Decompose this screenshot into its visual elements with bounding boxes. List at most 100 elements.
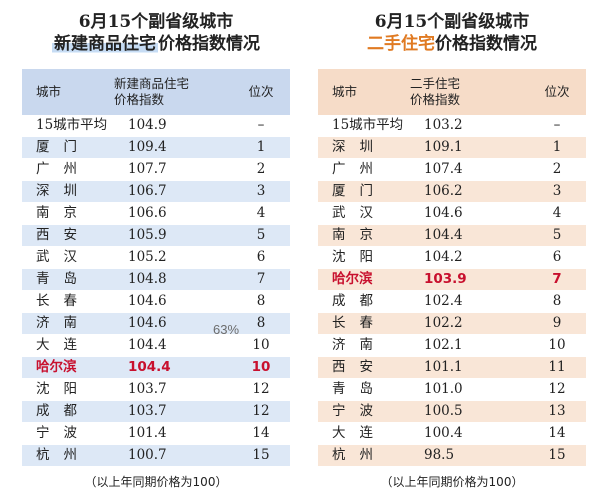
table-row: 15城市平均 103.2 – — [318, 115, 586, 137]
city-cell: 沈阳 — [332, 249, 387, 265]
rank-cell: 12 — [548, 381, 566, 397]
header-index-line2: 价格指数 — [410, 92, 461, 107]
rank-cell: 7 — [256, 271, 266, 287]
rank-cell: 6 — [552, 249, 562, 265]
rank-cell: 1 — [256, 139, 266, 155]
table-header-row: 城市 新建商品住宅 价格指数 位次 — [22, 69, 290, 115]
index-value-cell: 103.7 — [128, 381, 167, 397]
rank-cell: 2 — [552, 161, 562, 177]
index-value-cell: 101.0 — [424, 381, 463, 397]
table-row: 长春 104.6 8 — [22, 291, 290, 313]
index-value-cell: 104.4 — [424, 227, 463, 243]
rank-cell: 13 — [548, 403, 566, 419]
rank-cell: 5 — [552, 227, 562, 243]
index-value-cell: 100.7 — [128, 447, 167, 463]
new-housing-table: 城市 新建商品住宅 价格指数 位次 15城市平均 104.9 – 厦门 109.4 1 广州… — [22, 69, 290, 467]
left-title-line2: 新建商品住宅 价格指数情况 — [22, 34, 290, 56]
secondhand-housing-panel: 6月15个副省级城市 二手住宅价格指数情况 城市 二手住宅 价格指数 位次 15… — [318, 0, 586, 490]
rank-cell: 3 — [256, 183, 266, 199]
table-row: 杭州 100.7 15 — [22, 444, 290, 467]
header-city: 城市 — [332, 84, 358, 99]
table-row: 西安 105.9 5 — [22, 224, 290, 247]
city-cell: 沈阳 — [36, 381, 91, 397]
index-value-cell: 107.7 — [128, 161, 167, 177]
city-cell: 厦门 — [36, 139, 91, 155]
header-city: 城市 — [36, 84, 62, 99]
city-cell: 15城市平均 — [36, 117, 108, 133]
index-value-cell: 104.6 — [128, 315, 167, 331]
table-row: 哈尔滨 104.4 10 — [22, 356, 290, 379]
table-row: 青岛 104.8 7 — [22, 268, 290, 291]
right-title-highlight: 二手住宅 — [367, 34, 435, 54]
table-row: 成都 102.4 8 — [318, 291, 586, 313]
table-row: 青岛 101.0 12 — [318, 379, 586, 401]
city-cell: 成都 — [36, 403, 91, 419]
table-row: 武汉 104.6 4 — [318, 203, 586, 225]
rank-cell: 10 — [252, 337, 270, 353]
rank-cell: 8 — [256, 293, 266, 309]
table-row: 杭州 98.5 15 — [318, 444, 586, 467]
rank-cell: 4 — [552, 205, 562, 221]
index-value-cell: 104.9 — [128, 117, 167, 133]
index-value-cell: 101.1 — [424, 359, 463, 375]
index-value-cell: 104.6 — [424, 205, 463, 221]
city-cell: 武汉 — [36, 249, 91, 265]
table-row: 南京 106.6 4 — [22, 203, 290, 225]
city-cell: 青岛 — [332, 381, 387, 397]
new-housing-panel: 6月15个副省级城市 新建商品住宅 价格指数情况 城市 新建商品住宅 价格指数 位… — [22, 0, 290, 490]
header-rank: 位次 — [544, 84, 570, 99]
index-value-cell: 106.7 — [128, 183, 167, 199]
index-value-cell: 102.2 — [424, 315, 463, 331]
table-row: 15城市平均 104.9 – — [22, 115, 290, 137]
rank-cell: 6 — [256, 249, 266, 265]
right-title-line2: 二手住宅价格指数情况 — [318, 34, 586, 56]
secondhand-housing-table: 城市 二手住宅 价格指数 位次 15城市平均 103.2 – 深圳 109.1 1 广州 10… — [318, 69, 586, 467]
rank-cell: 2 — [256, 161, 266, 177]
rank-cell: 8 — [552, 293, 562, 309]
city-cell: 成都 — [332, 293, 387, 309]
rank-cell: – — [257, 117, 265, 133]
table-row: 西安 101.1 11 — [318, 356, 586, 379]
left-title-highlight: 新建商品住宅 — [52, 34, 158, 54]
city-cell: 深圳 — [332, 139, 387, 155]
rank-cell: 8 — [256, 315, 266, 331]
rank-cell: 14 — [252, 425, 270, 441]
city-cell: 西安 — [36, 227, 91, 243]
rank-cell: 10 — [251, 359, 271, 375]
city-cell: 深圳 — [36, 183, 91, 199]
right-footnote: （以上年同期价格为100） — [380, 475, 524, 489]
city-cell: 西安 — [332, 359, 387, 375]
rank-cell: 12 — [252, 403, 270, 419]
index-value-cell: 107.4 — [424, 161, 463, 177]
header-index-line1: 新建商品住宅 — [114, 76, 190, 91]
right-title-rest: 价格指数情况 — [435, 34, 537, 54]
header-rank: 位次 — [248, 84, 274, 99]
table-header-row: 城市 二手住宅 价格指数 位次 — [318, 69, 586, 115]
secondhand-housing-rows: 15城市平均 103.2 – 深圳 109.1 1 广州 107.4 2 厦门 106.2 3 武汉 10… — [318, 115, 586, 467]
index-value-cell: 104.6 — [128, 293, 167, 309]
table-row: 厦门 109.4 1 — [22, 136, 290, 159]
table-row: 深圳 106.7 3 — [22, 180, 290, 203]
header-index-line2: 价格指数 — [114, 92, 165, 107]
table-row: 哈尔滨 103.9 7 — [318, 268, 586, 291]
index-value-cell: 103.2 — [424, 117, 463, 133]
index-value-cell: 105.2 — [128, 249, 167, 265]
city-cell: 宁波 — [332, 403, 387, 419]
table-row: 大连 104.4 10 — [22, 335, 290, 357]
rank-cell: 1 — [552, 139, 562, 155]
index-value-cell: 102.1 — [424, 337, 463, 353]
rank-cell: 12 — [252, 381, 270, 397]
city-cell: 宁波 — [36, 425, 91, 441]
index-value-cell: 106.6 — [128, 205, 167, 221]
city-cell: 济南 — [36, 315, 91, 331]
city-cell: 济南 — [332, 337, 387, 353]
index-value-cell: 100.5 — [424, 403, 463, 419]
index-value-cell: 101.4 — [128, 425, 167, 441]
city-cell: 长春 — [332, 315, 387, 331]
index-value-cell: 102.4 — [424, 293, 463, 309]
table-row: 宁波 101.4 14 — [22, 423, 290, 445]
index-value-cell: 103.7 — [128, 403, 167, 419]
city-cell: 武汉 — [332, 205, 387, 221]
header-index: 新建商品住宅 价格指数 — [114, 69, 232, 115]
table-row: 济南 102.1 10 — [318, 335, 586, 357]
